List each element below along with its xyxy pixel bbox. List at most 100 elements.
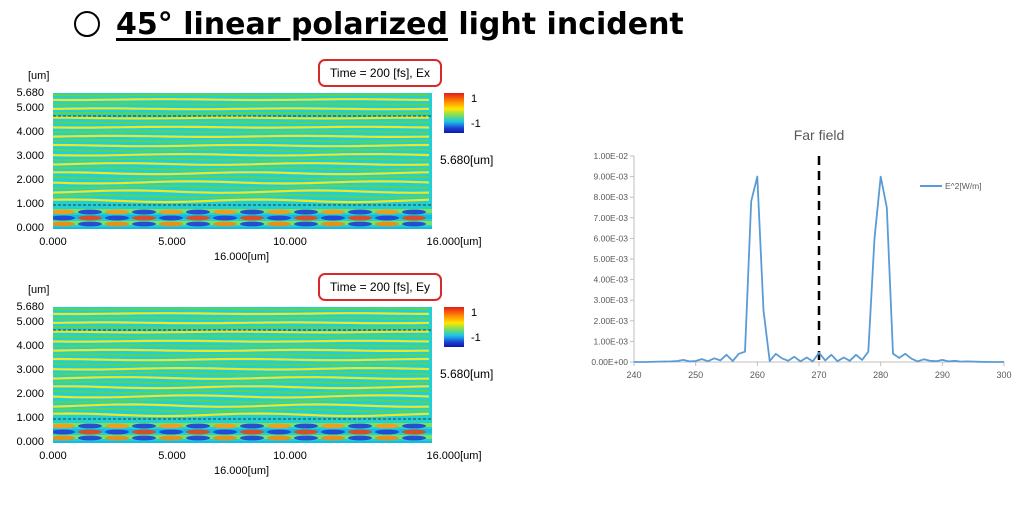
colorbar [444,307,464,347]
heatmap-lobe [78,215,102,221]
heatmap-stripe [53,403,430,408]
heatmap-lobe [321,209,345,215]
title-underlined: 45° linear polarized [116,6,448,42]
y-tick-label: 8.00E-03 [594,192,629,202]
heatmap-lobe [375,221,399,227]
y-tick-label: 4.00E-03 [594,275,629,285]
y-tick-label: 1.00E-03 [594,336,629,346]
x-tick-label: 260 [750,370,765,380]
heatmap-lobe [159,221,183,227]
x-tick: 16.000[um] [426,236,482,248]
heatmap-lobe [186,423,210,429]
heatmap-stripe [53,407,430,413]
y-tick: 1.000 [16,198,44,210]
heatmap-lobe [402,215,426,221]
heatmap-stripe [53,93,430,97]
title-rest: light incident [447,6,684,42]
heatmap-lobe [53,209,75,215]
heatmap-lobe [267,221,291,227]
heatmap-lobe [348,221,372,227]
heatmap-lobe [402,429,426,435]
x-tick-label: 240 [626,370,641,380]
height-label: 5.680[um] [440,153,494,167]
x-tick: 10.000 [273,236,307,248]
heatmap-stripe [53,175,430,180]
heatmap-lobe [267,423,291,429]
heatmap-lobe [105,423,129,429]
heatmap-stripe [53,153,430,157]
heatmap-stripe [53,339,430,343]
heatmap-lobe [213,423,237,429]
x-tick: 5.000 [158,450,186,462]
heatmap-lobe [240,209,264,215]
heatmap-lobe [78,435,102,441]
y-tick-label: 0.00E+00 [591,357,628,367]
x-tick-label: 250 [688,370,703,380]
heatmap-lobe [132,435,156,441]
x-unit-label: 16.000[um] [214,251,270,263]
heatmap-lobe [78,429,102,435]
heatmap-stripe [53,362,430,367]
x-tick: 0.000 [39,450,67,462]
heatmap-stripe [53,312,429,316]
heatmap-stripe [53,325,430,329]
heatmap-lobe [159,429,183,435]
x-tick-label: 300 [996,370,1011,380]
heatmap-lobe [375,429,399,435]
heatmap-lobe [348,435,372,441]
heatmap-stripe [53,143,429,148]
heatmap-lobe [348,429,372,435]
heatmap-lobe [105,209,129,215]
heatmap-band [53,227,432,229]
legend-label: E^2[W/m] [945,181,982,191]
y-tick: 5.000 [16,316,44,328]
heatmap-lobe [53,215,75,221]
y-tick-label: 6.00E-03 [594,233,629,243]
heatmap-lobe [375,215,399,221]
heatmap-lobe [240,221,264,227]
heatmap-stripe [53,371,430,376]
heatmap-lobe [186,209,210,215]
colorbar-min: -1 [471,118,481,130]
heatmap-lobe [267,209,291,215]
heatmap-lobe [267,215,291,221]
heatmap-lobe [348,209,372,215]
heatmap-stripe [53,385,430,390]
y-tick-label: 7.00E-03 [594,213,629,223]
heatmap-stripe [53,166,430,171]
y-unit-label: [um] [28,284,50,296]
heatmap-lobe [294,209,318,215]
heatmap-lobe [105,435,129,441]
heatmap-lobe [53,435,75,441]
heatmap-lobe [132,429,156,435]
heatmap-lobe [321,429,345,435]
y-tick-label: 1.00E-02 [594,151,629,161]
heatmap-lobe [53,423,75,429]
heatmap-lobe [348,215,372,221]
heatmap-lobe [213,209,237,215]
heatmap-lobe [402,221,426,227]
heatmap-lobe [159,209,183,215]
heatmap-lobe [186,435,210,441]
heatmap-lobe [402,435,426,441]
heatmap-lobe [321,435,345,441]
y-tick-label: 5.00E-03 [594,254,629,264]
y-tick-label: 2.00E-03 [594,316,629,326]
field-heatmap [53,93,432,229]
heatmap-lobe [240,435,264,441]
heatmap-stripe [53,107,430,111]
heatmap-lobe [105,215,129,221]
heatmap-lobe [53,429,75,435]
heatmap-stripe [53,130,429,134]
heatmap-stripe [53,157,430,162]
y-unit-label: [um] [28,70,50,82]
heatmap-lobe [213,221,237,227]
heatmap-stripe [53,189,430,194]
heatmap-stripe [53,367,430,371]
heatmap-lobe [375,423,399,429]
y-tick: 0.000 [16,222,44,234]
x-tick: 10.000 [273,450,307,462]
y-tick: 2.000 [16,174,44,186]
field-heatmap-svg [53,93,432,229]
heatmap-lobe [321,423,345,429]
